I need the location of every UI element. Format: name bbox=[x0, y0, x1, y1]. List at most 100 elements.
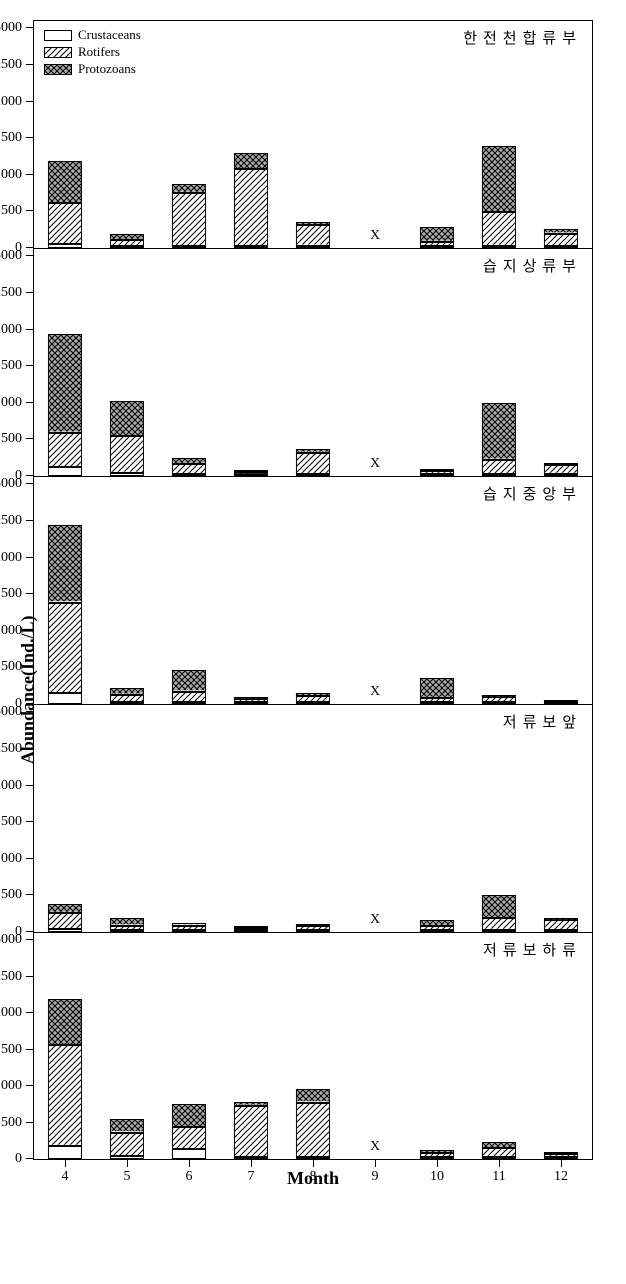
y-tick-label: 1000 bbox=[0, 1078, 22, 1094]
y-tick-label: 2500 bbox=[0, 741, 22, 757]
bar-segment-protozoans bbox=[482, 403, 516, 460]
missing-marker: X bbox=[370, 912, 380, 928]
bar-group bbox=[420, 1150, 454, 1159]
bar-group bbox=[482, 146, 516, 248]
x-tick-label: 7 bbox=[248, 1169, 255, 1185]
y-tick-label: 2500 bbox=[0, 57, 22, 73]
x-tick bbox=[127, 1159, 128, 1167]
x-tick bbox=[437, 1159, 438, 1167]
bar-segment-crustaceans bbox=[48, 1146, 82, 1159]
bar-group bbox=[544, 1152, 578, 1159]
x-tick-label: 9 bbox=[372, 1169, 379, 1185]
y-tick bbox=[26, 27, 34, 28]
y-tick bbox=[26, 329, 34, 330]
y-tick-label: 500 bbox=[1, 887, 22, 903]
legend-row: Crustaceans bbox=[44, 27, 141, 44]
bar-segment-protozoans bbox=[110, 688, 144, 695]
bar-group bbox=[420, 920, 454, 932]
y-tick-label: 3000 bbox=[0, 932, 22, 948]
bar-segment-rotifers bbox=[48, 433, 82, 468]
bar-segment-rotifers bbox=[482, 918, 516, 930]
bar-group bbox=[544, 918, 578, 932]
panel: 습지중앙부050010001500200025003000X bbox=[33, 476, 593, 704]
figure: Abundance(Ind./L) 한전천합류부0500100015002000… bbox=[33, 20, 593, 1189]
bar-segment-protozoans bbox=[110, 918, 144, 925]
panel-title: 저류보하류 bbox=[483, 939, 582, 960]
y-tick bbox=[26, 292, 34, 293]
y-tick-label: 2000 bbox=[0, 778, 22, 794]
bar-segment-rotifers bbox=[296, 1103, 330, 1157]
panel: 저류보하류050010001500200025003000X4567891011… bbox=[33, 932, 593, 1160]
y-tick bbox=[26, 174, 34, 175]
legend-row: Rotifers bbox=[44, 44, 141, 61]
y-tick-label: 1500 bbox=[0, 1042, 22, 1058]
bar-segment-rotifers bbox=[110, 436, 144, 473]
bar-group bbox=[48, 334, 82, 476]
y-tick bbox=[26, 630, 34, 631]
bar-group bbox=[544, 463, 578, 476]
y-tick bbox=[26, 1158, 34, 1159]
y-tick bbox=[26, 483, 34, 484]
bar-segment-rotifers bbox=[110, 1133, 144, 1157]
y-tick bbox=[26, 785, 34, 786]
bar-segment-rotifers bbox=[172, 464, 206, 474]
bar-segment-protozoans bbox=[110, 1119, 144, 1132]
bar-group bbox=[296, 924, 330, 932]
y-tick bbox=[26, 210, 34, 211]
bar-group bbox=[482, 695, 516, 704]
y-tick bbox=[26, 894, 34, 895]
y-tick bbox=[26, 557, 34, 558]
bar-segment-rotifers bbox=[48, 203, 82, 244]
y-tick bbox=[26, 666, 34, 667]
panel: 저류보앞050010001500200025003000X bbox=[33, 704, 593, 932]
bar-group bbox=[420, 469, 454, 476]
y-tick-label: 3000 bbox=[0, 248, 22, 264]
y-tick bbox=[26, 821, 34, 822]
x-tick bbox=[561, 1159, 562, 1167]
bar-group bbox=[234, 1102, 268, 1159]
x-tick-label: 6 bbox=[186, 1169, 193, 1185]
bar-segment-rotifers bbox=[48, 913, 82, 929]
panel-title: 한전천합류부 bbox=[463, 27, 582, 48]
y-tick bbox=[26, 438, 34, 439]
bar-segment-protozoans bbox=[110, 401, 144, 436]
y-tick-label: 1500 bbox=[0, 586, 22, 602]
bar-segment-rotifers bbox=[172, 692, 206, 702]
panel: 습지상류부050010001500200025003000X bbox=[33, 248, 593, 476]
y-tick bbox=[26, 976, 34, 977]
bar-segment-protozoans bbox=[420, 227, 454, 242]
y-tick-label: 500 bbox=[1, 203, 22, 219]
bar-group bbox=[48, 904, 82, 932]
y-tick bbox=[26, 1049, 34, 1050]
y-tick bbox=[26, 101, 34, 102]
legend: CrustaceansRotifersProtozoans bbox=[44, 27, 141, 78]
y-tick-label: 2000 bbox=[0, 550, 22, 566]
bar-group bbox=[296, 222, 330, 248]
x-tick-label: 12 bbox=[554, 1169, 568, 1185]
bar-group bbox=[48, 161, 82, 249]
bar-group bbox=[296, 693, 330, 704]
x-tick bbox=[65, 1159, 66, 1167]
bar-segment-protozoans bbox=[482, 146, 516, 212]
bar-segment-protozoans bbox=[296, 1089, 330, 1102]
x-tick bbox=[375, 1159, 376, 1167]
bar-group bbox=[296, 449, 330, 476]
y-tick bbox=[26, 711, 34, 712]
bar-segment-rotifers bbox=[172, 193, 206, 246]
missing-marker: X bbox=[370, 456, 380, 472]
x-tick bbox=[251, 1159, 252, 1167]
y-tick-label: 500 bbox=[1, 1115, 22, 1131]
y-tick-label: 1500 bbox=[0, 130, 22, 146]
bar-segment-rotifers bbox=[234, 169, 268, 246]
y-tick bbox=[26, 858, 34, 859]
bar-segment-protozoans bbox=[420, 678, 454, 698]
bar-group bbox=[482, 895, 516, 932]
y-tick-label: 2500 bbox=[0, 513, 22, 529]
bar-group bbox=[420, 227, 454, 248]
bar-segment-rotifers bbox=[482, 212, 516, 246]
bar-group bbox=[172, 923, 206, 932]
bar-group bbox=[172, 1104, 206, 1159]
y-tick-label: 3000 bbox=[0, 704, 22, 720]
bar-segment-crustaceans bbox=[48, 467, 82, 476]
x-tick-label: 8 bbox=[310, 1169, 317, 1185]
